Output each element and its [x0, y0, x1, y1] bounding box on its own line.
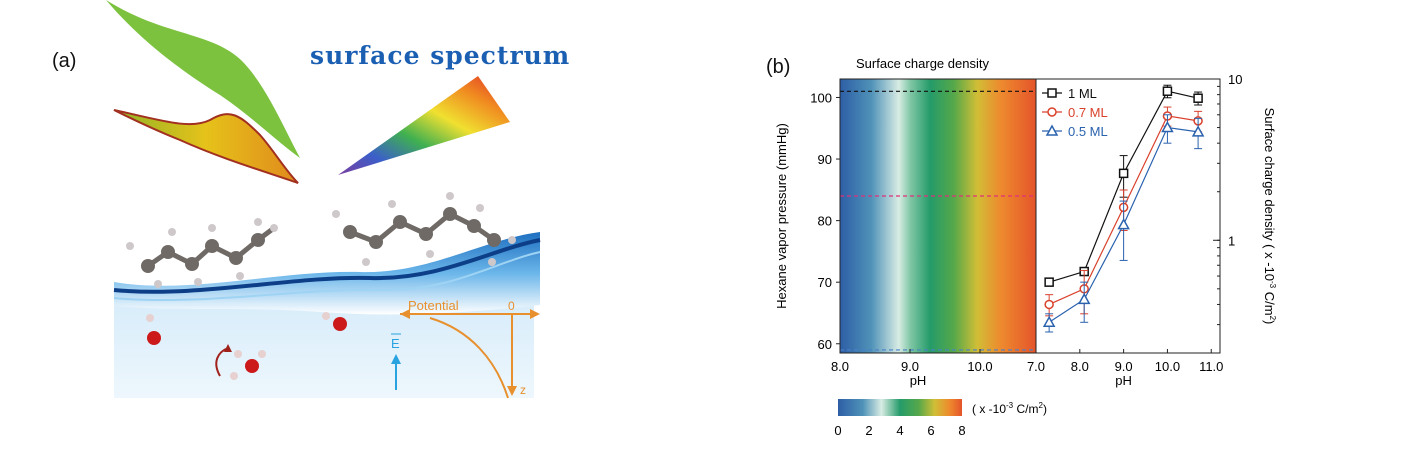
water-surface: [114, 232, 540, 315]
series-2: [1042, 114, 1205, 333]
colorbar: [838, 399, 962, 416]
line-x-tick-label: 11.0: [1199, 359, 1223, 374]
potential-plot: [400, 313, 532, 399]
legend-marker: [1045, 124, 1059, 136]
heatmap-x-tick-label: 9.0: [901, 359, 919, 374]
data-point: [1193, 93, 1203, 103]
heatmap-x-axis-title: pH: [910, 373, 927, 388]
heatmap-area: [840, 79, 1036, 353]
line-y-tick-label: 10: [1228, 72, 1242, 87]
legend-label: 0.5 ML: [1068, 124, 1108, 139]
heatmap-y-axis-title: Hexane vapor pressure (mmHg): [774, 123, 789, 309]
line-x-tick-label: 7.0: [1027, 359, 1045, 374]
potential-zero-label: 0: [508, 299, 515, 313]
sfg-beam: [338, 76, 510, 175]
surface-schematic: surface spectrum: [106, 0, 570, 399]
hexane-molecule-left: [126, 218, 278, 288]
line-x-tick-label: 10.0: [1155, 359, 1180, 374]
line-x-axis-title: pH: [1115, 373, 1132, 388]
hydroxide-ion: [146, 314, 161, 345]
heatmap-x-tick-label: 8.0: [831, 359, 849, 374]
data-point: [1044, 277, 1054, 287]
line-chart-frame: [1035, 78, 1221, 354]
hydroxide-ion-right: [322, 312, 347, 331]
charge-density-figure: Surface charge density 8.0 9.0 10.0pH60708…: [774, 56, 1277, 438]
visible-beam: [106, 0, 300, 158]
heatmap-x-tick-label: 10.0: [967, 359, 992, 374]
hexane-molecule-right: [332, 192, 516, 266]
data-point: [1117, 218, 1130, 230]
data-point: [1191, 125, 1205, 137]
line-x-tick-label: 8.0: [1071, 359, 1089, 374]
panel-b-label: (b): [766, 56, 791, 78]
legend-marker: [1047, 107, 1057, 117]
data-point: [1044, 299, 1054, 310]
data-point: [1077, 292, 1091, 305]
z-axis-label: z: [520, 383, 526, 397]
heatmap-y-tick-label: 60: [818, 337, 832, 352]
colorbar-unit: ( x -10-3 C/m2): [972, 401, 1047, 416]
line-y-tick-label: 1: [1228, 233, 1235, 248]
hydronium-ion: [215, 344, 266, 380]
line-x-tick-label: 9.0: [1115, 359, 1133, 374]
colorbar-tick-label: 6: [927, 423, 934, 438]
legend-label: 0.7 ML: [1068, 105, 1108, 120]
colorbar-tick-label: 2: [865, 423, 872, 438]
colorbar-tick-label: 4: [896, 423, 903, 438]
legend-marker: [1047, 88, 1057, 98]
legend-label: 1 ML: [1068, 86, 1097, 101]
potential-label: Potential: [408, 298, 459, 313]
ir-pulse: [113, 109, 299, 184]
colorbar-tick-label: 8: [958, 423, 965, 438]
electric-field-arrow: [391, 354, 401, 390]
colorbar-tick-label: 0: [834, 423, 841, 438]
heatmap-y-tick-label: 90: [818, 152, 832, 167]
heatmap-y-tick-label: 100: [810, 90, 832, 105]
data-point: [1161, 121, 1174, 133]
spectrum-title: surface spectrum: [310, 41, 570, 70]
line-y-axis-title: Surface charge density ( x -10-3 C/m2): [1262, 108, 1277, 325]
data-point: [1162, 86, 1173, 96]
panel-a-label: (a): [52, 50, 77, 72]
heatmap-title: Surface charge density: [856, 56, 989, 71]
field-label: E: [391, 336, 400, 351]
heatmap-y-tick-label: 80: [818, 214, 832, 229]
data-point: [1118, 168, 1129, 179]
heatmap-y-tick-label: 70: [818, 275, 832, 290]
data-point: [1042, 315, 1056, 328]
